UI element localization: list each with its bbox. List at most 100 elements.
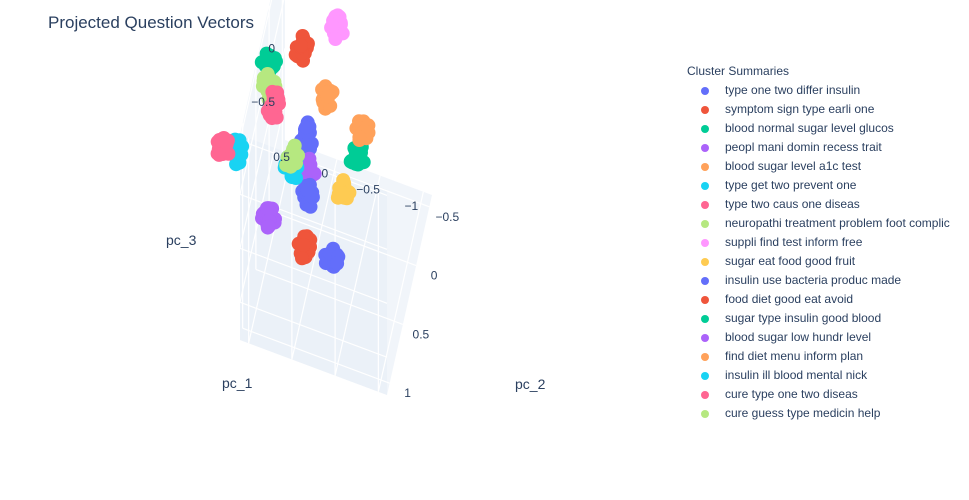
tick-labels: 0.50−0.5−1−0.500.5110.50−0.5 (251, 0, 459, 400)
legend-title: Cluster Summaries (687, 64, 790, 78)
y-tick-label: 0 (431, 269, 438, 283)
legend-marker (701, 296, 709, 304)
data-point (286, 154, 301, 169)
data-point (219, 135, 234, 150)
data-point (294, 38, 308, 53)
legend-marker (701, 277, 709, 285)
legend-marker (701, 372, 709, 380)
gridline-z-right (239, 247, 388, 304)
legend-label: sugar eat food good fruit (725, 254, 856, 268)
legend-marker (701, 334, 709, 342)
z-axis-title: pc_3 (166, 232, 197, 248)
legend-label: insulin use bacteria produc made (725, 273, 902, 287)
legend-item[interactable]: insulin ill blood mental nick (687, 366, 867, 385)
data-point (234, 147, 249, 162)
legend-marker (701, 201, 709, 209)
legend-label: blood normal sugar level glucos (725, 121, 894, 135)
legend-marker (701, 391, 709, 399)
data-point (330, 256, 345, 271)
gridline-y-floor (242, 327, 390, 384)
legend-marker (701, 239, 709, 247)
legend-item[interactable]: sugar eat food good fruit (687, 252, 855, 271)
x-tick-label: −0.5 (356, 183, 380, 197)
data-point (328, 32, 343, 46)
data-point (265, 111, 279, 126)
legend-label: type one two differ insulin (725, 83, 861, 97)
gridline-z-left (239, 102, 286, 303)
legend-item[interactable]: type two caus one diseas (687, 195, 860, 214)
legend-marker (701, 182, 709, 190)
legend-label: symptom sign type earli one (725, 102, 875, 116)
legend-label: peopl mani domin recess trait (725, 140, 882, 154)
x-tick-label: −1 (405, 199, 419, 213)
data-point (320, 89, 335, 104)
legend-label: insulin ill blood mental nick (725, 368, 868, 382)
legend-label: blood sugar low hundr level (725, 330, 872, 344)
data-point (348, 156, 363, 171)
legend-marker (701, 410, 709, 418)
legend-label: find diet menu inform plan (725, 349, 864, 363)
legend-item[interactable]: cure guess type medicin help (687, 404, 880, 423)
legend-item[interactable]: type get two prevent one (687, 176, 856, 195)
legend-marker (701, 258, 709, 266)
gridline-x-floor (291, 159, 338, 360)
legend: Cluster Summaries type one two differ in… (687, 64, 950, 423)
z-tick-label: 0 (268, 41, 275, 55)
y-tick-label: 0.5 (413, 327, 430, 341)
x-axis-title: pc_1 (222, 375, 253, 391)
data-point (352, 130, 367, 145)
data-point (260, 201, 274, 216)
data-point (261, 219, 276, 234)
data-points (210, 8, 376, 274)
legend-item[interactable]: blood normal sugar level glucos (687, 119, 894, 138)
data-point (336, 173, 351, 188)
z-tick-label: 0.5 (258, 0, 275, 1)
legend-marker (701, 125, 709, 133)
legend-items: type one two differ insulin symptom sign … (687, 81, 950, 423)
legend-label: type two caus one diseas (725, 197, 860, 211)
legend-marker (701, 144, 709, 152)
data-point (331, 186, 346, 201)
legend-item[interactable]: sugar type insulin good blood (687, 309, 881, 328)
gridline-y-floor (255, 268, 404, 325)
legend-label: neuropathi treatment problem foot compli… (725, 216, 950, 230)
legend-label: sugar type insulin good blood (725, 311, 882, 325)
legend-item[interactable]: food diet good eat avoid (687, 290, 853, 309)
legend-item[interactable]: symptom sign type earli one (687, 100, 874, 119)
gridline-y-floor (268, 210, 417, 267)
y-tick-label: 1 (404, 386, 411, 400)
legend-item[interactable]: neuropathi treatment problem foot compli… (687, 214, 950, 233)
legend-label: blood sugar level a1c test (725, 159, 862, 173)
gridline-z-right (239, 301, 388, 358)
z-tick-label: −0.5 (251, 95, 275, 109)
legend-label: type get two prevent one (725, 178, 857, 192)
data-point (298, 120, 313, 135)
scatter-3d-scene[interactable]: 0.50−0.5−1−0.500.5110.50−0.5 pc_1 pc_2 p… (0, 0, 660, 500)
legend-item[interactable]: blood sugar low hundr level (687, 328, 871, 347)
legend-item[interactable]: suppli find test inform free (687, 233, 862, 252)
legend-item[interactable]: insulin use bacteria produc made (687, 271, 901, 290)
legend-item[interactable]: peopl mani domin recess trait (687, 138, 882, 157)
legend-marker (701, 353, 709, 361)
legend-marker (701, 106, 709, 114)
chart-title: Projected Question Vectors (48, 13, 255, 32)
data-point (300, 183, 315, 198)
data-point (212, 147, 227, 162)
legend-label: cure type one two diseas (725, 387, 858, 401)
gridline-x-floor (377, 191, 424, 392)
data-point (296, 238, 311, 252)
legend-marker (701, 315, 709, 323)
gridline-z-left (239, 0, 273, 141)
legend-item[interactable]: cure type one two diseas (687, 385, 858, 404)
legend-item[interactable]: type one two differ insulin (687, 81, 860, 100)
x-tick-label: 0.5 (273, 150, 290, 164)
legend-item[interactable]: find diet menu inform plan (687, 347, 863, 366)
legend-item[interactable]: blood sugar level a1c test (687, 157, 861, 176)
legend-marker (701, 87, 709, 95)
legend-label: food diet good eat avoid (725, 292, 854, 306)
gridline-x-floor (334, 175, 381, 376)
data-point (261, 69, 276, 84)
data-point (325, 18, 340, 33)
data-point (267, 98, 282, 113)
y-axis-title: pc_2 (515, 376, 546, 392)
